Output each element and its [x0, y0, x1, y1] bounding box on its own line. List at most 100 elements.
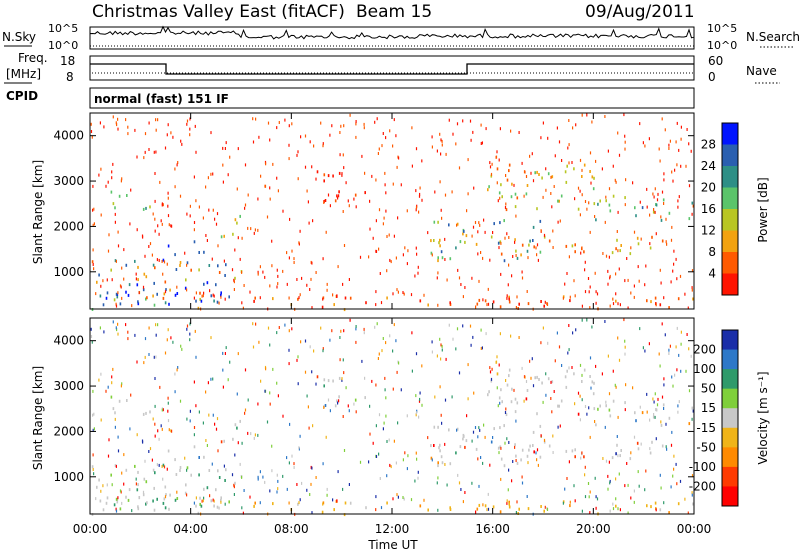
power-cell — [110, 268, 112, 272]
power-cell — [369, 227, 371, 231]
power-cell — [278, 121, 280, 124]
power-cell — [680, 125, 682, 129]
power-cell — [225, 141, 227, 145]
power-cell — [504, 206, 507, 209]
velocity-cell — [206, 486, 209, 490]
power-cell — [107, 180, 109, 184]
power-cell — [619, 303, 621, 307]
power-cell — [110, 190, 113, 194]
velocity-cell — [112, 320, 114, 324]
power-cell — [193, 296, 195, 300]
power-cell — [113, 298, 116, 302]
power-cell — [573, 279, 575, 283]
power-cell — [528, 243, 530, 247]
velocity-cell — [552, 434, 554, 438]
velocity-cell — [338, 399, 340, 403]
power-cell — [297, 177, 299, 181]
power-cell — [654, 187, 656, 191]
velocity-cell — [661, 444, 664, 448]
velocity-cell — [193, 433, 195, 437]
power-cell — [228, 295, 230, 299]
velocity-cell — [225, 468, 227, 472]
power-cell — [449, 303, 452, 306]
velocity-cell — [529, 444, 531, 448]
velocity-cell — [581, 373, 583, 377]
power-cell — [579, 213, 581, 217]
power-cell — [180, 139, 182, 143]
colorbar-segment — [722, 330, 738, 351]
velocity-cell — [536, 458, 538, 462]
velocity-cell — [203, 496, 205, 500]
power-cell — [260, 174, 262, 178]
power-cell — [277, 282, 279, 286]
velocity-cell — [241, 475, 243, 479]
power-cell — [166, 262, 168, 266]
velocity-cell — [666, 447, 668, 451]
power-cell — [525, 175, 528, 178]
power-cell — [620, 244, 622, 247]
power-cell — [431, 145, 433, 149]
velocity-cell — [355, 340, 357, 344]
power-cell — [634, 206, 636, 210]
power-cell — [456, 122, 459, 126]
power-cell — [564, 170, 567, 174]
velocity-cell — [189, 332, 191, 336]
velocity-cell — [128, 488, 131, 492]
power-cell — [267, 121, 270, 125]
power-cell — [126, 194, 128, 197]
power-cell — [161, 260, 163, 263]
velocity-cell — [419, 397, 421, 401]
power-cell — [222, 180, 224, 184]
power-cell — [415, 208, 417, 212]
power-cell — [471, 234, 473, 238]
velocity-cell — [661, 395, 664, 399]
nave-tick-low: 0 — [708, 70, 716, 84]
velocity-cell — [392, 349, 394, 353]
power-cell — [550, 175, 552, 179]
velocity-cell — [464, 491, 466, 494]
power-cell — [269, 138, 271, 142]
power-cell — [688, 217, 691, 221]
velocity-cell — [259, 470, 261, 474]
power-cell — [209, 289, 211, 293]
velocity-cell — [138, 496, 140, 500]
velocity-cell — [455, 347, 457, 351]
velocity-cell — [675, 462, 677, 466]
velocity-cell — [151, 458, 153, 462]
power-cell — [136, 228, 138, 232]
power-cell — [329, 204, 331, 208]
power-cell — [617, 210, 619, 214]
power-cell — [663, 296, 665, 300]
power-cell — [529, 154, 531, 158]
velocity-cell — [589, 356, 592, 360]
velocity-cell — [193, 445, 196, 449]
velocity-cell — [668, 511, 670, 515]
power-cell — [397, 216, 399, 220]
velocity-cell — [581, 380, 583, 383]
power-cell — [397, 290, 399, 294]
power-cell — [236, 187, 238, 191]
velocity-cell — [193, 501, 195, 505]
velocity-cell — [633, 489, 635, 493]
velocity-cell — [490, 377, 493, 381]
power-cell — [644, 283, 646, 287]
cpid-label: CPID — [6, 89, 38, 103]
power-cell — [355, 135, 357, 139]
power-cell — [430, 251, 433, 255]
velocity-cell — [535, 451, 537, 455]
y-tick-label: 4000 — [53, 129, 84, 143]
power-cell — [384, 171, 386, 175]
velocity-cell — [354, 398, 357, 402]
velocity-cell — [542, 326, 544, 330]
velocity-cell — [566, 477, 568, 480]
velocity-cell — [338, 395, 340, 399]
power-cell — [639, 122, 641, 126]
power-cell — [222, 163, 224, 167]
velocity-cell — [475, 447, 478, 451]
velocity-cell — [338, 376, 341, 380]
velocity-cell — [662, 403, 665, 407]
velocity-cell — [242, 511, 244, 515]
velocity-cell — [508, 500, 510, 504]
